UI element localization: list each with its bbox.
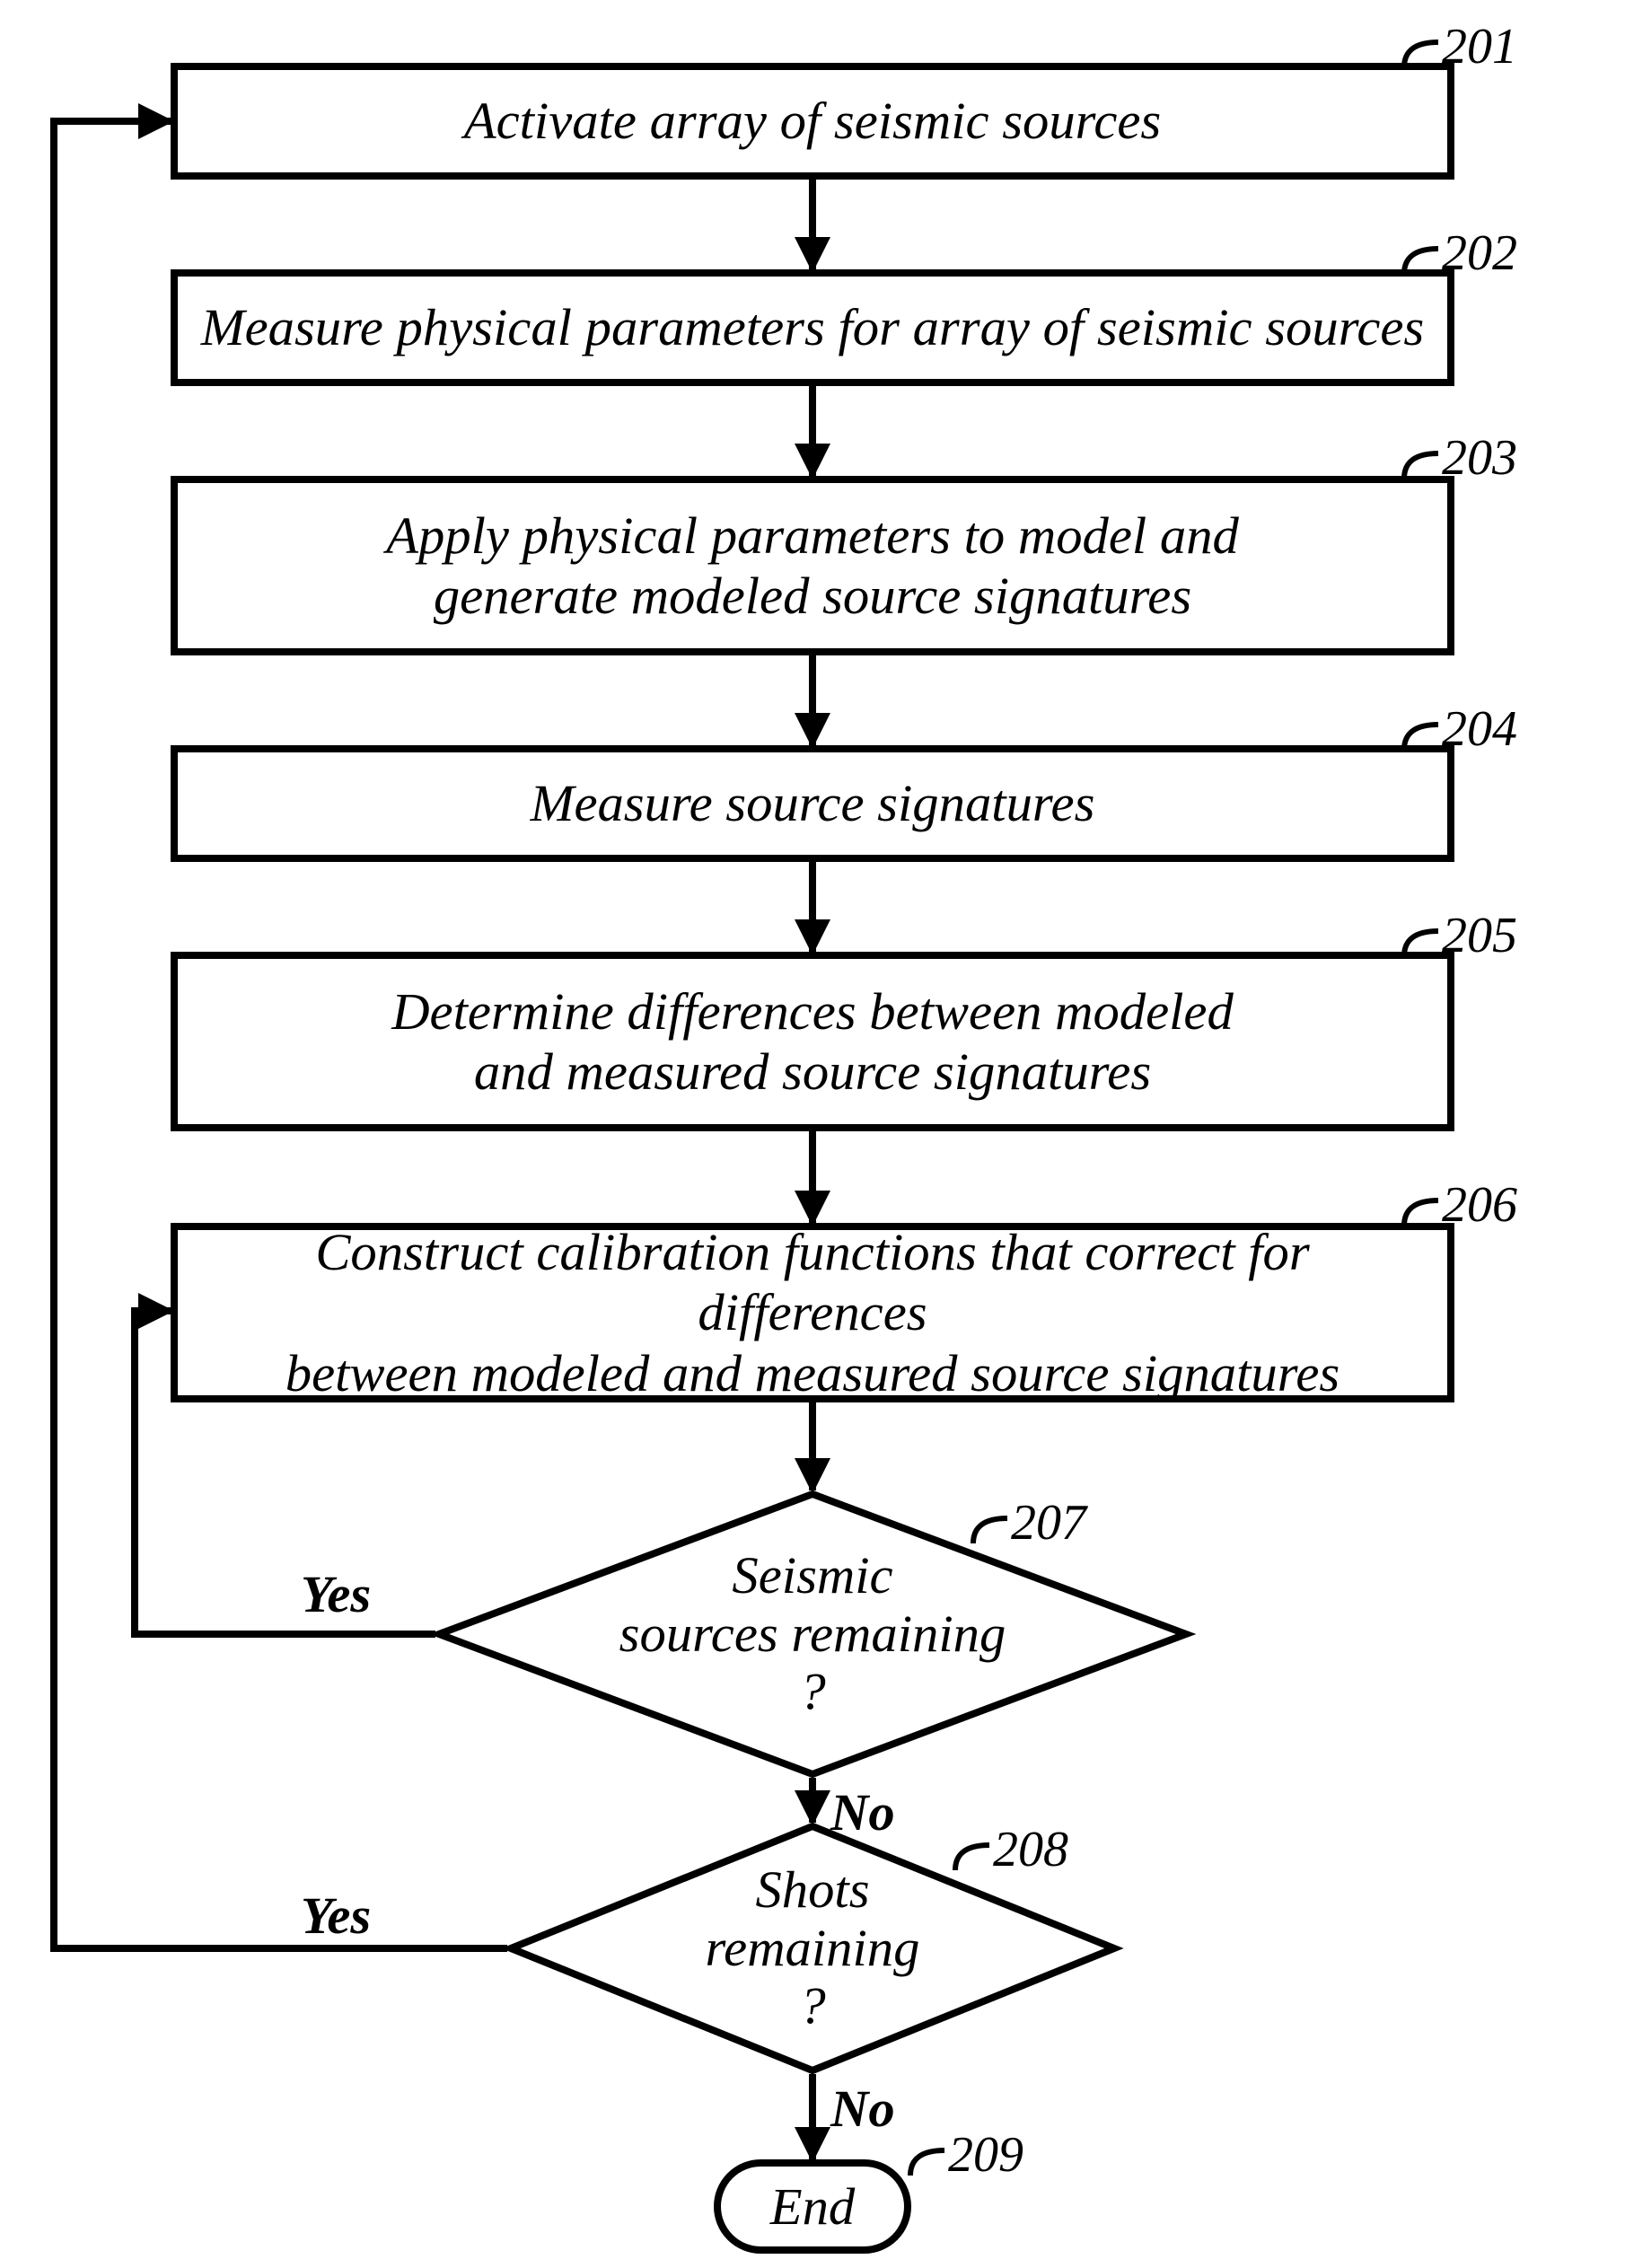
decision-208-label: Shots remaining ? xyxy=(507,1861,1118,2035)
ref-206-text: 206 xyxy=(1442,1177,1517,1233)
ref-205: 205 xyxy=(1401,907,1517,964)
edge-label-no-207: No xyxy=(830,1782,895,1842)
decision-208-line2: remaining xyxy=(706,1919,920,1977)
ref-204: 204 xyxy=(1401,700,1517,758)
edge-label-no-208: No xyxy=(830,2079,895,2139)
ref-209-text: 209 xyxy=(948,2127,1023,2183)
decision-207-line3: ? xyxy=(799,1662,825,1720)
decision-207-line1: Seismic xyxy=(732,1546,892,1604)
step-201-activate-array: Activate array of seismic sources xyxy=(171,63,1454,180)
ref-203-text: 203 xyxy=(1442,430,1517,486)
ref-202: 202 xyxy=(1401,224,1517,282)
ref-209: 209 xyxy=(907,2126,1023,2184)
step-206-construct-calibration: Construct calibration functions that cor… xyxy=(171,1223,1454,1402)
decision-208-line3: ? xyxy=(799,1976,825,2035)
step-205-determine-differences: Determine differences between modeled an… xyxy=(171,952,1454,1131)
flowchart-canvas: Activate array of seismic sources 201 Me… xyxy=(0,0,1625,2268)
ref-201: 201 xyxy=(1401,18,1517,75)
step-202-measure-parameters: Measure physical parameters for array of… xyxy=(171,269,1454,386)
decision-208-line1: Shots xyxy=(755,1860,869,1919)
edge-label-yes-208: Yes xyxy=(301,1886,371,1946)
step-204-text: Measure source signatures xyxy=(531,773,1095,833)
ref-203: 203 xyxy=(1401,429,1517,487)
edge-label-yes-207: Yes xyxy=(301,1564,371,1624)
ref-207-text: 207 xyxy=(1011,1495,1086,1551)
step-205-text: Determine differences between modeled an… xyxy=(391,981,1234,1103)
ref-205-text: 205 xyxy=(1442,908,1517,963)
ref-204-text: 204 xyxy=(1442,701,1517,757)
terminator-end: End xyxy=(714,2159,911,2254)
step-203-text: Apply physical parameters to model and g… xyxy=(386,505,1239,627)
decision-207-line2: sources remaining xyxy=(619,1604,1006,1663)
decision-207-label: Seismic sources remaining ? xyxy=(435,1547,1190,1721)
ref-201-text: 201 xyxy=(1442,19,1517,75)
step-206-text: Construct calibration functions that cor… xyxy=(196,1222,1429,1403)
step-203-apply-model: Apply physical parameters to model and g… xyxy=(171,476,1454,655)
ref-208-text: 208 xyxy=(993,1822,1068,1877)
step-201-text: Activate array of seismic sources xyxy=(464,91,1161,151)
step-202-text: Measure physical parameters for array of… xyxy=(201,297,1425,357)
ref-206: 206 xyxy=(1401,1176,1517,1234)
ref-202-text: 202 xyxy=(1442,225,1517,281)
ref-207: 207 xyxy=(970,1494,1086,1552)
ref-208: 208 xyxy=(952,1821,1068,1878)
terminator-end-text: End xyxy=(770,2176,856,2237)
step-204-measure-signatures: Measure source signatures xyxy=(171,745,1454,862)
